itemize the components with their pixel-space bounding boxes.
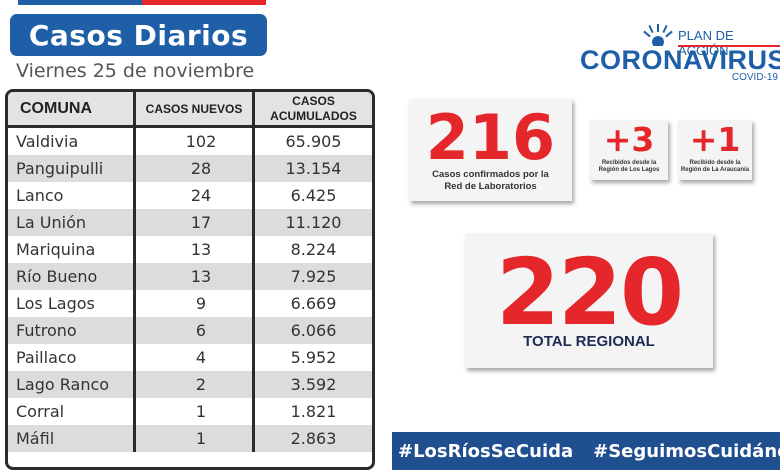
cases-table: COMUNA CASOS NUEVOS CASOS ACUMULADOS Val… — [5, 89, 375, 470]
cell-acumulados: 6.669 — [253, 290, 372, 317]
cell-nuevos: 2 — [134, 371, 255, 398]
header-casos-acumulados: CASOS ACUMULADOS — [253, 92, 372, 128]
table-row: Máfil 1 2.863 — [8, 425, 372, 452]
cell-nuevos: 13 — [134, 236, 255, 263]
table-row: Corral 1 1.821 — [8, 398, 372, 425]
logo-covid-text: COVID-19 — [731, 72, 778, 83]
cell-comuna: Lago Ranco — [8, 371, 136, 398]
cell-acumulados: 13.154 — [253, 155, 372, 182]
cell-acumulados: 2.863 — [253, 425, 372, 452]
cell-acumulados: 6.425 — [253, 182, 372, 209]
logo-coronavirus-text: CORONAVIRUS — [580, 45, 780, 75]
los-lagos-card: +3 Recibidos desde la Región de Los Lago… — [590, 120, 668, 180]
sun-emblem-icon — [643, 24, 673, 46]
cell-nuevos: 4 — [134, 344, 255, 371]
cell-acumulados: 7.925 — [253, 263, 372, 290]
total-regional-card: 220 TOTAL REGIONAL — [465, 233, 713, 368]
araucania-card: +1 Recibido desde la Región de La Arauca… — [678, 120, 752, 180]
hashtag-seguimos: #SeguimosCuidándonos — [593, 440, 780, 462]
table-row: Lago Ranco 2 3.592 — [8, 371, 372, 398]
cell-acumulados: 11.120 — [253, 209, 372, 236]
header-comuna: COMUNA — [8, 92, 136, 128]
cell-acumulados: 8.224 — [253, 236, 372, 263]
cell-comuna: Máfil — [8, 425, 136, 452]
cell-nuevos: 9 — [134, 290, 255, 317]
cell-nuevos: 24 — [134, 182, 255, 209]
cell-acumulados: 5.952 — [253, 344, 372, 371]
hashtag-los-rios: #LosRíosSeCuida — [398, 440, 574, 462]
cell-nuevos: 102 — [134, 126, 255, 155]
hashtag-bar: #LosRíosSeCuida #SeguimosCuidándonos — [392, 432, 780, 470]
total-regional-label: TOTAL REGIONAL — [523, 333, 655, 350]
table-header-row: COMUNA CASOS NUEVOS CASOS ACUMULADOS — [8, 92, 372, 128]
cell-acumulados: 3.592 — [253, 371, 372, 398]
cell-comuna: La Unión — [8, 209, 136, 236]
cell-nuevos: 13 — [134, 263, 255, 290]
table-row: Valdivia 102 65.905 — [8, 126, 372, 155]
cell-acumulados: 6.066 — [253, 317, 372, 344]
confirmed-cases-value: 216 — [425, 101, 556, 174]
cell-comuna: Futrono — [8, 317, 136, 344]
coronavirus-plan-logo: PLAN DE ACCIÓN CORONAVIRUS COVID-19 — [580, 20, 780, 90]
cell-nuevos: 1 — [134, 425, 255, 452]
cell-comuna: Corral — [8, 398, 136, 425]
cell-nuevos: 17 — [134, 209, 255, 236]
cell-comuna: Lanco — [8, 182, 136, 209]
cell-acumulados: 1.821 — [253, 398, 372, 425]
table-row: Lanco 24 6.425 — [8, 182, 372, 209]
report-date: Viernes 25 de noviembre — [16, 60, 255, 82]
table-row: Panguipulli 28 13.154 — [8, 155, 372, 182]
confirmed-cases-card: 216 Casos confirmados por la Red de Labo… — [409, 99, 572, 201]
cell-comuna: Mariquina — [8, 236, 136, 263]
cell-comuna: Valdivia — [8, 126, 136, 155]
page-title: Casos Diarios — [10, 14, 267, 56]
table-row: La Unión 17 11.120 — [8, 209, 372, 236]
logo-underline — [678, 45, 780, 47]
top-color-bar — [18, 0, 266, 5]
los-lagos-value: +3 — [603, 120, 655, 159]
total-regional-value: 220 — [495, 239, 684, 346]
araucania-value: +1 — [689, 120, 741, 159]
cell-nuevos: 1 — [134, 398, 255, 425]
cell-nuevos: 28 — [134, 155, 255, 182]
table-row: Los Lagos 9 6.669 — [8, 290, 372, 317]
cell-nuevos: 6 — [134, 317, 255, 344]
confirmed-cases-label: Casos confirmados por la Red de Laborato… — [432, 169, 549, 192]
araucania-label: Recibido desde la Región de La Araucanía — [680, 160, 750, 173]
table-row: Río Bueno 13 7.925 — [8, 263, 372, 290]
table-row: Mariquina 13 8.224 — [8, 236, 372, 263]
cell-comuna: Panguipulli — [8, 155, 136, 182]
header-casos-nuevos: CASOS NUEVOS — [134, 92, 255, 128]
table-row: Futrono 6 6.066 — [8, 317, 372, 344]
table-row: Paillaco 4 5.952 — [8, 344, 372, 371]
cell-acumulados: 65.905 — [253, 126, 372, 155]
cell-comuna: Río Bueno — [8, 263, 136, 290]
cell-comuna: Los Lagos — [8, 290, 136, 317]
los-lagos-label: Recibidos desde la Región de Los Lagos — [598, 160, 660, 173]
cell-comuna: Paillaco — [8, 344, 136, 371]
